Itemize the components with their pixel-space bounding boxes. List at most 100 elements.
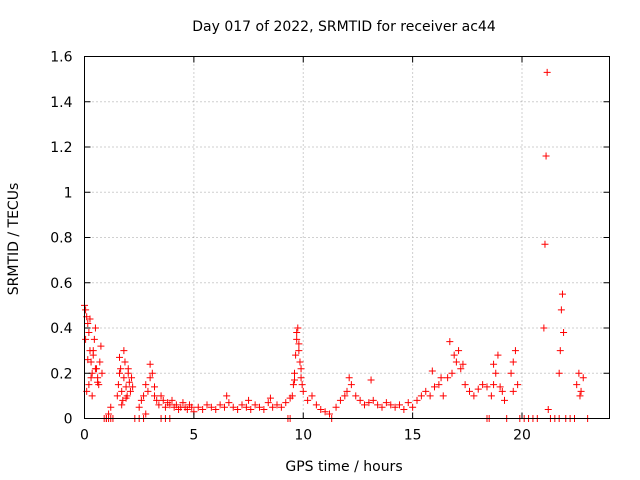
data-point <box>391 403 399 411</box>
data-point <box>122 394 130 402</box>
data-point <box>400 405 408 413</box>
data-point <box>155 401 163 409</box>
data-point <box>260 405 268 413</box>
x-tick-label: 0 <box>80 428 89 444</box>
data-point <box>166 401 174 409</box>
data-point <box>542 152 550 160</box>
data-point <box>459 360 467 368</box>
x-tick-label: 15 <box>404 428 422 444</box>
data-point <box>146 374 154 382</box>
x-tick-label: 5 <box>189 428 198 444</box>
data-point <box>118 401 126 409</box>
data-point <box>161 403 169 411</box>
y-tick-label: 0 <box>64 412 73 428</box>
data-point <box>85 329 93 337</box>
data-point <box>555 369 563 377</box>
data-point <box>448 369 456 377</box>
data-point <box>292 351 300 359</box>
data-point <box>221 403 228 411</box>
y-tick-label: 0.8 <box>50 231 72 247</box>
data-point <box>151 383 158 391</box>
data-point <box>560 329 568 337</box>
data-point <box>118 387 126 395</box>
data-point <box>84 356 92 364</box>
data-point <box>417 392 425 400</box>
x-tick-labels: 0 5 10 15 20 <box>80 428 531 444</box>
data-point <box>207 403 215 411</box>
data-point <box>336 396 344 404</box>
data-point <box>157 392 165 400</box>
data-point <box>452 358 460 366</box>
data-point <box>84 319 92 327</box>
y-tick-label: 1.4 <box>50 95 72 111</box>
data-point <box>483 383 491 391</box>
data-point <box>511 347 519 355</box>
data-point <box>137 396 145 404</box>
data-point <box>293 329 301 337</box>
data-point <box>509 358 517 366</box>
x-tick-label: 20 <box>513 428 531 444</box>
data-point <box>321 408 329 416</box>
data-point <box>479 381 487 389</box>
data-point <box>229 403 237 411</box>
data-point <box>428 367 436 375</box>
data-point <box>82 306 90 314</box>
data-point <box>121 358 129 366</box>
data-point <box>179 399 187 407</box>
data-point <box>140 392 148 400</box>
data-point <box>426 392 434 400</box>
data-point <box>573 381 581 389</box>
data-point <box>579 374 587 382</box>
data-point <box>498 387 506 395</box>
plot-frame <box>84 56 610 419</box>
data-point <box>541 240 549 248</box>
data-point <box>129 383 137 391</box>
data-point <box>365 399 373 407</box>
data-points <box>81 68 592 422</box>
data-point <box>298 381 306 389</box>
data-point <box>94 378 102 386</box>
grid <box>84 56 610 419</box>
data-point <box>577 387 585 395</box>
data-point <box>369 396 377 404</box>
data-point <box>297 374 305 382</box>
data-point <box>575 369 583 377</box>
data-point <box>293 335 301 343</box>
data-point <box>514 381 522 389</box>
data-point <box>543 68 551 76</box>
data-point <box>153 396 161 404</box>
y-tick-label: 1.6 <box>50 50 72 66</box>
data-point <box>404 399 412 407</box>
data-point <box>466 387 473 395</box>
data-point <box>183 405 191 413</box>
data-point <box>88 392 96 400</box>
data-point <box>238 401 246 409</box>
data-point <box>114 381 122 389</box>
data-point <box>142 381 150 389</box>
data-point <box>168 396 176 404</box>
data-point <box>128 374 136 382</box>
data-point <box>90 335 98 343</box>
data-point <box>343 387 351 395</box>
data-point <box>299 387 307 395</box>
data-point <box>159 396 167 404</box>
data-point <box>494 351 502 359</box>
data-point <box>470 392 478 400</box>
data-point <box>435 381 443 389</box>
data-point <box>256 403 263 411</box>
data-point <box>116 353 123 361</box>
data-point <box>341 392 349 400</box>
data-point <box>374 401 382 409</box>
data-point <box>242 403 250 411</box>
data-point <box>194 403 202 411</box>
data-point <box>295 347 303 355</box>
data-point <box>223 392 231 400</box>
data-point <box>277 403 285 411</box>
data-point <box>216 401 224 409</box>
data-point <box>540 324 548 332</box>
data-point <box>556 347 564 355</box>
data-point <box>172 401 180 409</box>
data-point <box>269 403 277 411</box>
data-point <box>446 338 454 346</box>
